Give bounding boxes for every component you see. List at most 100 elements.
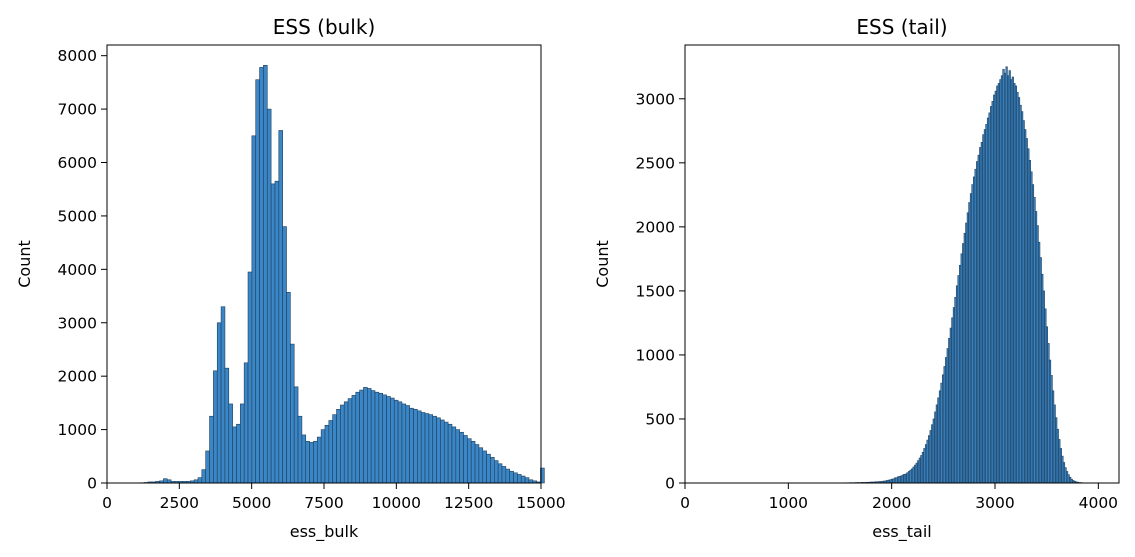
y-tick-label: 2500: [636, 154, 675, 172]
x-tick-label: 0: [102, 494, 112, 512]
y-tick-label: 0: [87, 475, 97, 493]
histogram-bar: [486, 453, 491, 484]
ess-tail-histogram: ESS (tail) 0 1000 2000 3000 4000 0 500 1000 150…: [593, 15, 1120, 542]
histogram-bar: [517, 474, 522, 484]
bars: [839, 66, 1087, 484]
histogram-bar: [343, 401, 349, 484]
histogram-bar: [305, 441, 310, 484]
histogram-bar: [243, 362, 249, 484]
histogram-bar: [509, 470, 514, 484]
histogram-bar: [301, 434, 307, 484]
histogram-bar: [340, 404, 345, 484]
histogram-bar: [274, 180, 280, 484]
histogram-bar: [255, 79, 260, 484]
histogram-bar: [397, 401, 403, 484]
histogram-bar: [336, 408, 341, 484]
x-axis-label: ess_bulk: [290, 522, 359, 542]
histogram-bar: [493, 460, 499, 484]
histogram-bar: [320, 429, 326, 484]
y-ticks: 0 500 1000 1500 2000 2500 3000: [636, 90, 685, 493]
axes-frame: [684, 44, 1120, 484]
bars: [139, 65, 545, 484]
y-tick-label: 0: [665, 475, 675, 493]
histogram-bar: [328, 420, 333, 484]
histogram-bar: [497, 463, 503, 484]
histogram-bar: [247, 271, 253, 484]
histogram-bar: [347, 398, 353, 484]
histogram-bar: [351, 395, 357, 484]
histogram-bar: [293, 386, 299, 484]
y-tick-label: 5000: [58, 207, 97, 225]
histogram-bar: [417, 410, 422, 484]
chart-title: ESS (bulk): [273, 15, 376, 39]
histogram-bar: [474, 444, 480, 484]
x-tick-label: 4000: [1079, 494, 1118, 512]
histogram-bar: [443, 421, 449, 484]
histogram-bar: [355, 391, 360, 484]
histogram-bar: [270, 183, 276, 484]
histogram-bar: [490, 457, 495, 484]
y-ticks: 0 1000 2000 3000 4000 5000 6000 7000 8000: [58, 47, 107, 493]
y-tick-label: 6000: [58, 154, 97, 172]
histogram-bar: [216, 322, 222, 484]
histogram-bar: [428, 414, 434, 484]
histogram-bar: [263, 65, 268, 484]
histogram-bar: [224, 367, 230, 484]
histogram-bar: [259, 67, 264, 484]
histogram-bar: [201, 469, 206, 484]
histogram-bar: [205, 450, 210, 484]
histogram-bar: [409, 407, 414, 484]
histogram-bar: [297, 415, 303, 484]
histogram-bar: [313, 441, 318, 484]
histogram-bar: [386, 396, 391, 484]
x-tick-label: 15000: [516, 494, 565, 512]
histogram-bar: [213, 370, 218, 484]
x-tick-label: 1000: [769, 494, 808, 512]
histogram-bar: [290, 343, 295, 484]
histogram-bar: [316, 436, 322, 484]
y-tick-label: 1000: [636, 346, 675, 364]
histogram-bar: [440, 419, 445, 484]
histogram-bar: [209, 415, 214, 484]
histogram-bar: [478, 447, 484, 484]
histogram-bar: [470, 441, 476, 484]
histogram-bar: [455, 429, 460, 484]
histogram-bar: [251, 135, 257, 484]
y-axis-label: Count: [15, 240, 34, 288]
histogram-bar: [513, 472, 518, 484]
histogram-bar: [524, 477, 530, 484]
x-tick-label: 7500: [304, 494, 343, 512]
histogram-bar: [540, 467, 545, 484]
histogram-bar: [390, 397, 395, 484]
x-tick-label: 12500: [444, 494, 493, 512]
histogram-bar: [424, 413, 430, 484]
x-ticks: 0 1000 2000 3000 4000: [680, 483, 1118, 512]
histogram-bar: [197, 477, 203, 484]
histogram-bar: [232, 426, 237, 484]
y-tick-label: 4000: [58, 261, 97, 279]
histogram-bar: [332, 414, 337, 484]
histogram-bar: [447, 423, 453, 484]
histogram-bar: [451, 426, 457, 484]
histogram-bar: [505, 468, 511, 484]
chart-title: ESS (tail): [856, 15, 947, 39]
histogram-bar: [401, 403, 407, 484]
histogram-bar: [266, 108, 272, 484]
y-tick-label: 3000: [58, 314, 97, 332]
histogram-bar: [240, 403, 245, 484]
y-tick-label: 2000: [636, 218, 675, 236]
y-tick-label: 1500: [636, 282, 675, 300]
x-tick-label: 3000: [975, 494, 1014, 512]
x-tick-label: 0: [680, 494, 690, 512]
histogram-bar: [374, 391, 380, 484]
histogram-bar: [286, 292, 291, 484]
histogram-bar: [463, 435, 468, 484]
histogram-bar: [228, 403, 233, 484]
x-tick-label: 5000: [232, 494, 271, 512]
y-axis-label: Count: [593, 240, 612, 288]
x-ticks: 0 2500 5000 7500 10000 12500 15000: [102, 483, 566, 512]
histogram-bar: [520, 475, 526, 484]
histogram-bar: [282, 226, 287, 484]
histogram-bar: [393, 399, 399, 484]
y-tick-label: 8000: [58, 47, 97, 65]
